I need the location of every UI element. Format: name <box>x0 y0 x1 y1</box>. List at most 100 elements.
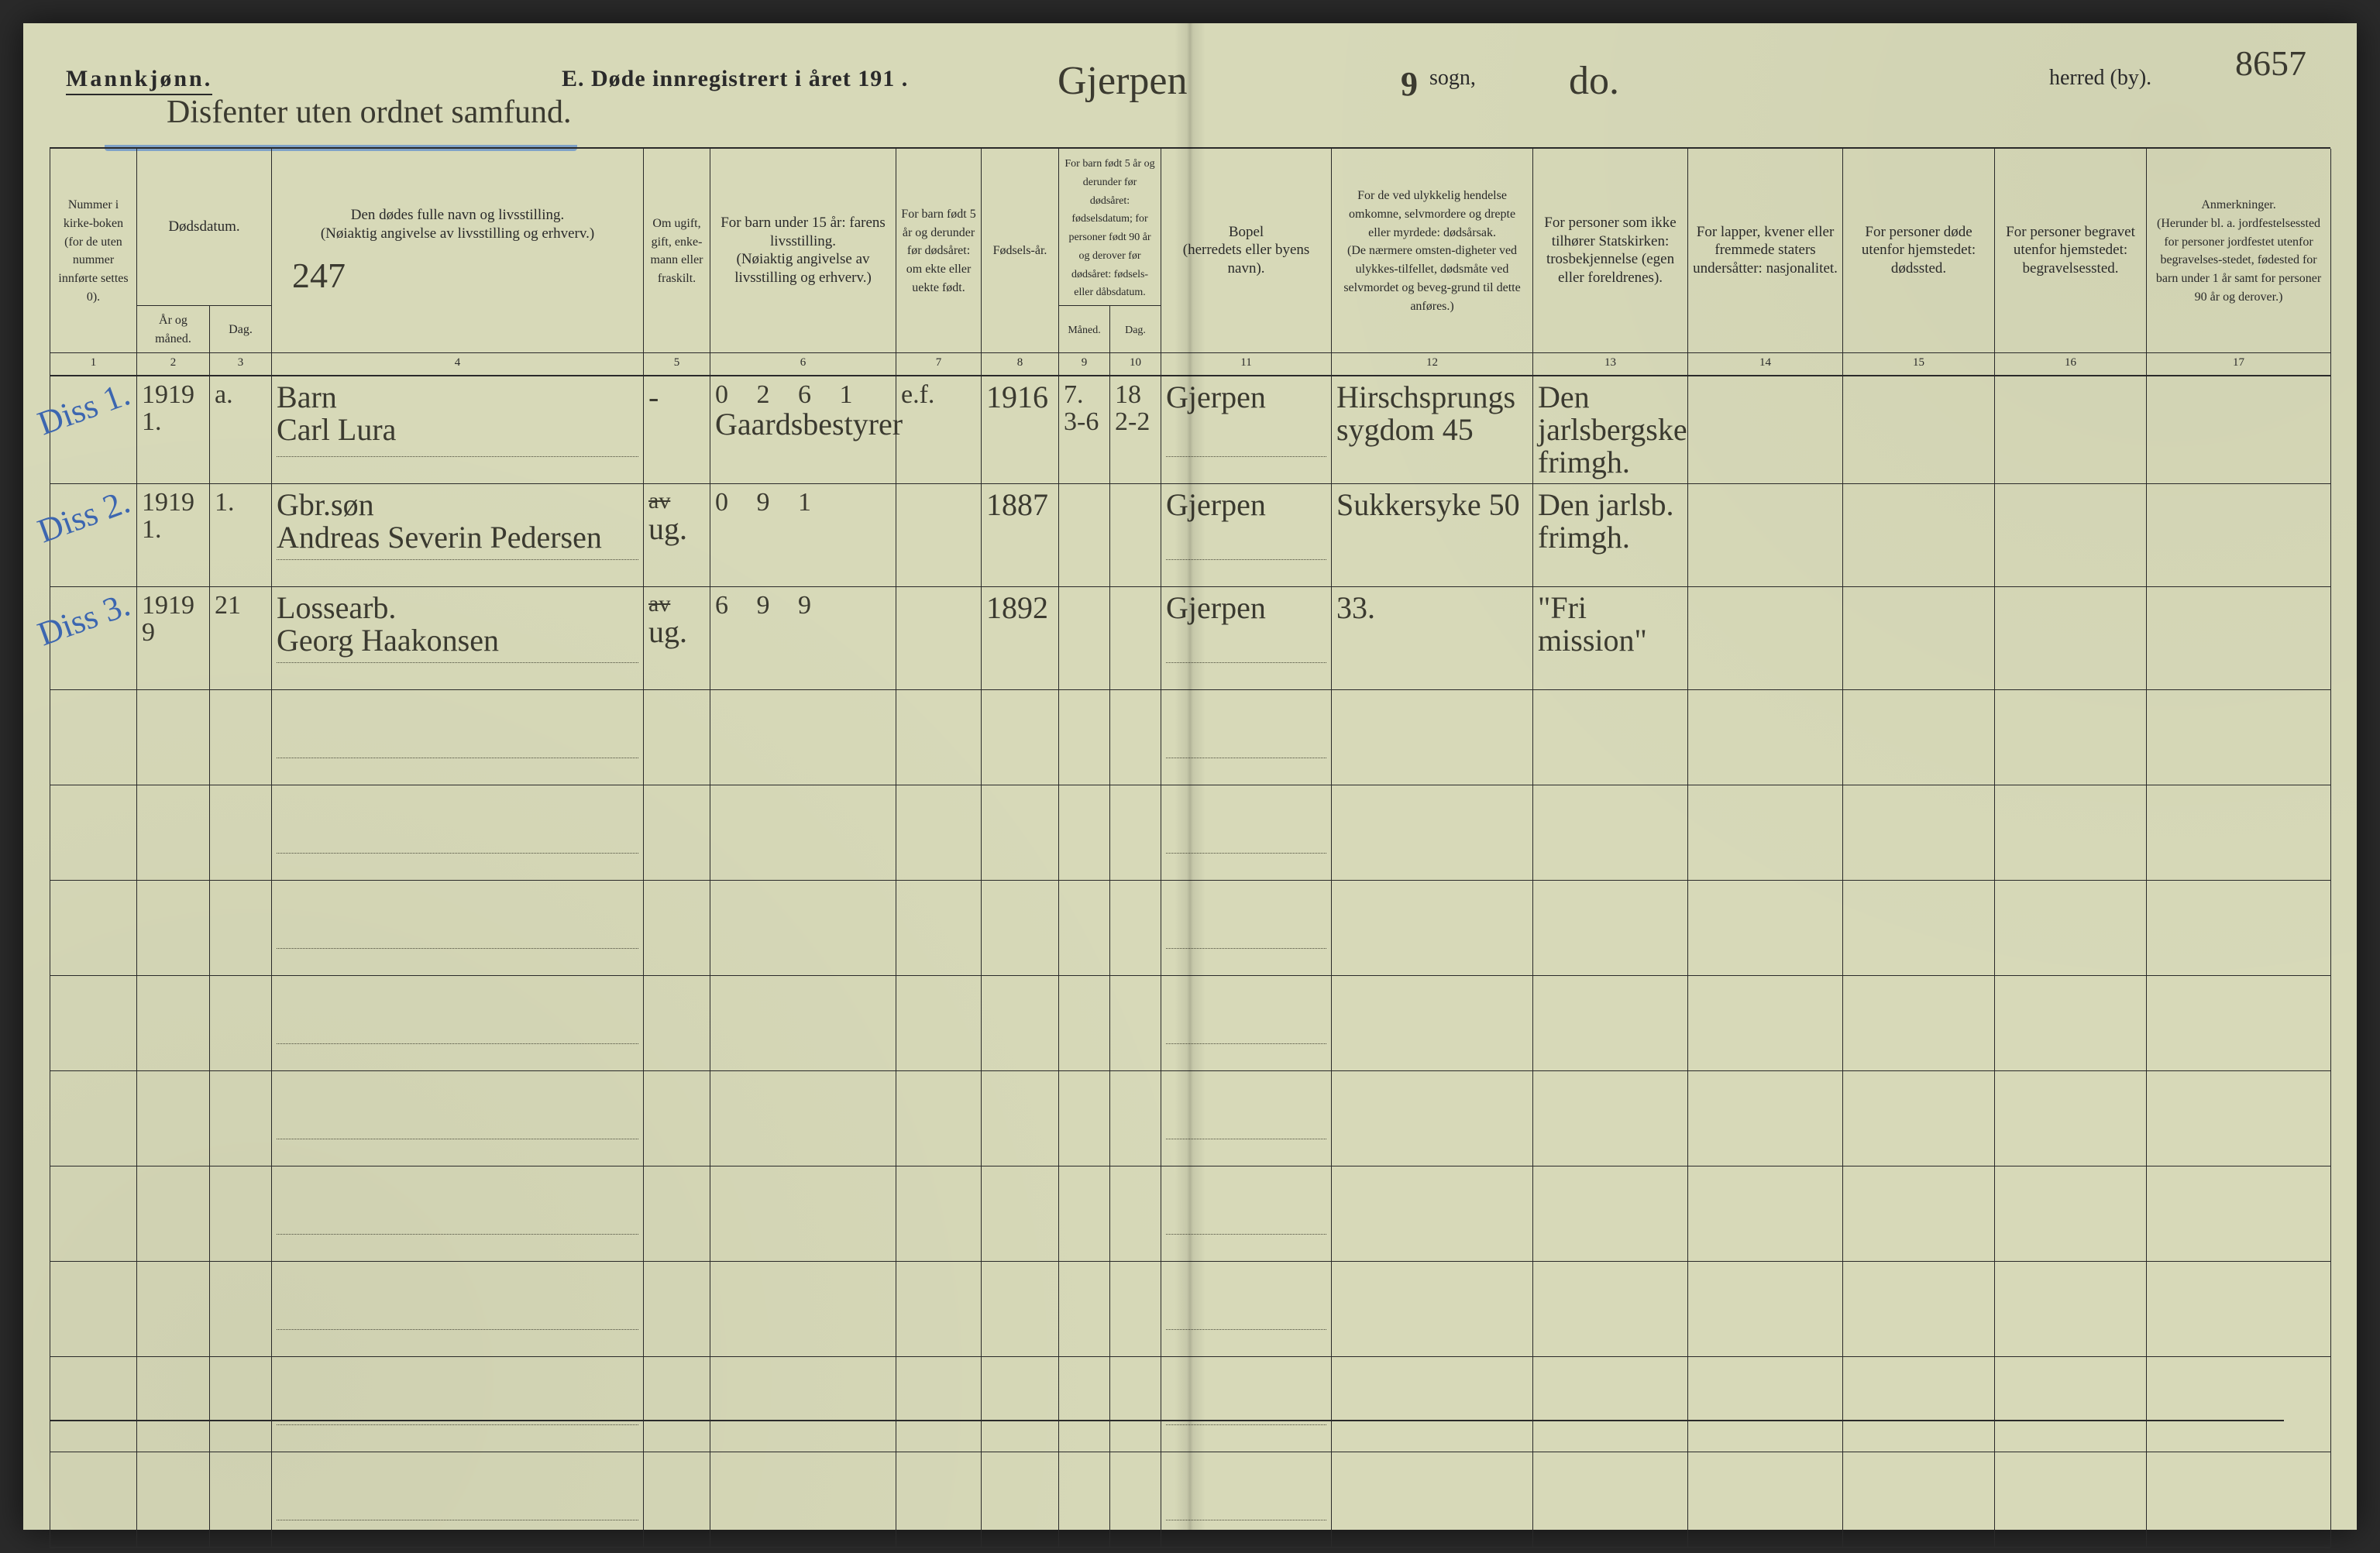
handwritten-value: 1. <box>215 489 267 517</box>
empty-cell <box>2147 689 2331 785</box>
empty-cell <box>1843 1261 1995 1356</box>
empty-cell <box>1688 1452 1843 1547</box>
empty-cell <box>1332 785 1533 880</box>
cell-c16 <box>1995 376 2147 484</box>
table-row-empty <box>50 785 2331 880</box>
empty-cell <box>1161 880 1332 975</box>
table-row-empty <box>50 1070 2331 1166</box>
empty-cell <box>1161 1261 1332 1356</box>
dissenter-note-handwritten: Disfenter uten ordnet samfund. <box>167 94 572 131</box>
cell-c5: - <box>644 376 710 484</box>
handwritten-value: Gjerpen <box>1166 381 1326 414</box>
empty-cell <box>50 1070 137 1166</box>
empty-cell <box>210 785 272 880</box>
empty-cell <box>137 689 210 785</box>
empty-cell <box>1995 689 2147 785</box>
col-subheader-day-text: Dag. <box>229 323 253 336</box>
empty-cell <box>272 1166 644 1261</box>
empty-cell <box>1161 1356 1332 1452</box>
col-subheader-yearmonth-text: År og måned. <box>155 314 191 345</box>
col-num-17: 17 <box>2147 352 2331 376</box>
empty-cell <box>1688 785 1843 880</box>
cell-c8: 1892 <box>982 586 1059 689</box>
col-header-residence-text: Bopel (herredets eller byens navn). <box>1183 224 1310 277</box>
empty-cell <box>896 689 982 785</box>
cell-c14 <box>1688 586 1843 689</box>
dotted-guideline <box>277 559 638 560</box>
cell-c16 <box>1995 586 2147 689</box>
empty-cell <box>1110 689 1161 785</box>
empty-cell <box>710 1166 896 1261</box>
col-num-9: 9 <box>1059 352 1110 376</box>
empty-cell <box>1059 689 1110 785</box>
col-subheader-day: Dag. <box>210 306 272 353</box>
cell-c11: Gjerpen <box>1161 586 1332 689</box>
empty-cell <box>1688 975 1843 1070</box>
handwritten-value: Barn Carl Lura <box>277 381 638 446</box>
dotted-guideline <box>1166 853 1326 854</box>
empty-cell <box>1110 880 1161 975</box>
handwritten-value: 18 2-2 <box>1115 381 1156 436</box>
col-num-7: 7 <box>896 352 982 376</box>
table-row-empty <box>50 975 2331 1070</box>
cell-c16 <box>1995 483 2147 586</box>
col-header-name-text: Den dødes fulle navn og livsstilling. (N… <box>321 207 594 242</box>
col-header-father: For barn under 15 år: farens livsstillin… <box>710 149 896 352</box>
col-header-birthyear: Fødsels-år. <box>982 149 1059 352</box>
empty-cell <box>982 975 1059 1070</box>
col-header-number: Nummer i kirke-boken (for de uten nummer… <box>50 149 137 352</box>
empty-cell <box>710 975 896 1070</box>
empty-cell <box>272 880 644 975</box>
empty-cell <box>710 880 896 975</box>
empty-cell <box>710 1261 896 1356</box>
table-row-empty <box>50 689 2331 785</box>
empty-cell <box>982 689 1059 785</box>
empty-cell <box>896 880 982 975</box>
col-header-birthdate: For barn født 5 år og derunder før dødså… <box>1059 149 1161 306</box>
cell-c7 <box>896 483 982 586</box>
handwritten-value: av <box>648 592 705 617</box>
side-seq-handwritten: 247 <box>277 257 638 294</box>
empty-cell <box>1059 1356 1110 1452</box>
cell-c5: avug. <box>644 483 710 586</box>
cell-c2a: 1919 1. <box>137 483 210 586</box>
handwritten-value: ug. <box>648 616 705 648</box>
empty-cell <box>1110 975 1161 1070</box>
cell-c13: "Fri mission" <box>1533 586 1688 689</box>
cell-c9: 7. 3-6 <box>1059 376 1110 484</box>
empty-cell <box>272 1261 644 1356</box>
col-num-5: 5 <box>644 352 710 376</box>
empty-cell <box>1533 975 1688 1070</box>
col-header-legitimacy: For barn født 5 år og derunder før dødså… <box>896 149 982 352</box>
dotted-guideline <box>1166 1043 1326 1044</box>
handwritten-value: 1919 1. <box>142 381 205 436</box>
empty-cell <box>644 1356 710 1452</box>
empty-cell <box>1688 880 1843 975</box>
empty-cell <box>1332 1356 1533 1452</box>
col-header-deathdate: Dødsdatum. <box>137 149 272 306</box>
handwritten-value: - <box>648 381 705 414</box>
empty-cell <box>2147 1261 2331 1356</box>
empty-cell <box>1843 975 1995 1070</box>
table-row: Diss 2.1919 1.1.Gbr.søn Andreas Severin … <box>50 483 2331 586</box>
page-number-handwritten: 8657 <box>2235 43 2306 84</box>
col-header-birthdate-text: For barn født 5 år og derunder før dødså… <box>1064 158 1154 298</box>
table-row-empty <box>50 880 2331 975</box>
cell-c9 <box>1059 483 1110 586</box>
empty-cell <box>1161 975 1332 1070</box>
empty-cell <box>1533 1070 1688 1166</box>
empty-cell <box>1843 880 1995 975</box>
register-page: Mannkjønn. E. Døde innregistrert i året … <box>23 23 2357 1530</box>
cell-c2b: a. <box>210 376 272 484</box>
cell-c13: Den jarlsbergske frimgh. <box>1533 376 1688 484</box>
col-header-marital: Om ugift, gift, enke-mann eller fraskilt… <box>644 149 710 352</box>
empty-cell <box>1843 1166 1995 1261</box>
empty-cell <box>644 1452 710 1547</box>
empty-cell <box>2147 1166 2331 1261</box>
empty-cell <box>1161 689 1332 785</box>
empty-cell <box>2147 975 2331 1070</box>
empty-cell <box>1059 1070 1110 1166</box>
handwritten-value: Den jarlsb. frimgh. <box>1538 489 1683 554</box>
empty-cell <box>710 1356 896 1452</box>
table-body: Diss 1.1919 1.a.Barn Carl Lura-0 2 6 1Ga… <box>50 376 2331 1547</box>
